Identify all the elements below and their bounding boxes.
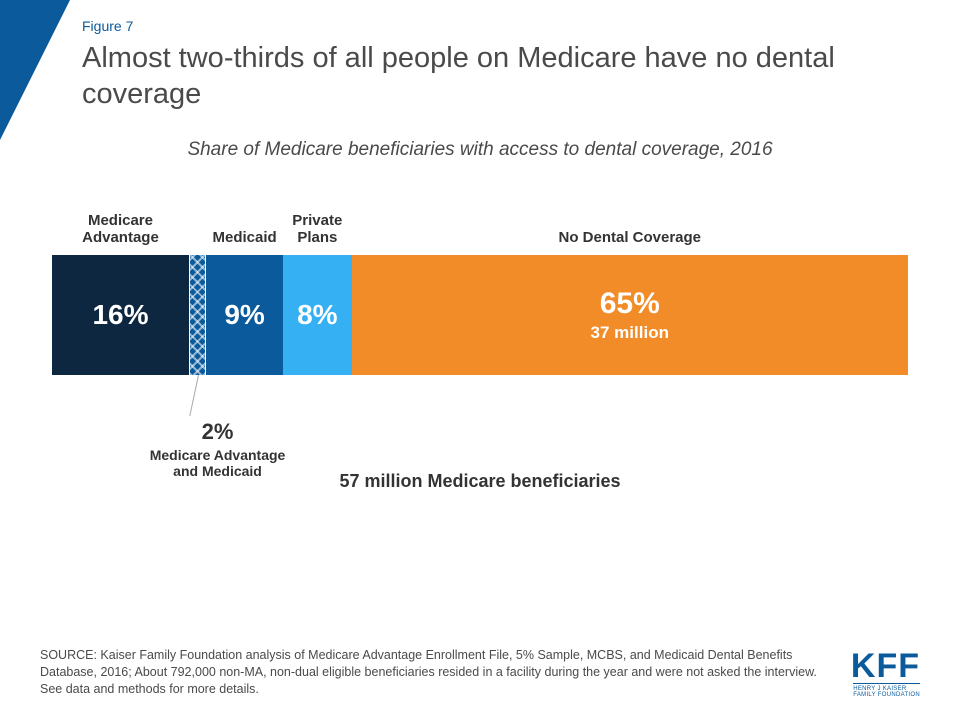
bar-segment-none: 65%37 million (352, 255, 908, 375)
chart-subtitle: Share of Medicare beneficiaries with acc… (0, 139, 960, 161)
figure-label: Figure 7 (82, 18, 920, 34)
callout-annotation: 2% Medicare Advantageand Medicaid (113, 419, 323, 481)
header: Figure 7 Almost two-thirds of all people… (0, 0, 960, 113)
stacked-bar: 16% 9% 8% 65%37 million (52, 255, 908, 375)
segment-percent: 9% (224, 299, 264, 331)
bar-segment-ma_med (189, 255, 206, 375)
stacked-bar-chart: MedicareAdvantage MedicaidPrivatePlansNo … (52, 209, 908, 492)
segment-percent: 8% (297, 299, 337, 331)
segment-top-label: MedicareAdvantage (52, 209, 189, 251)
kff-logo: KFF HENRY J KAISERFAMILY FOUNDATION (851, 649, 920, 698)
callout-label: Medicare Advantageand Medicaid (113, 447, 323, 481)
segment-top-label: PrivatePlans (283, 209, 351, 251)
footer-row: SOURCE: Kaiser Family Foundation analysi… (40, 647, 920, 698)
source-text: SOURCE: Kaiser Family Foundation analysi… (40, 647, 831, 698)
bar-segment-ma: 16% (52, 255, 189, 375)
segment-percent: 65% (600, 287, 660, 321)
segment-top-label (189, 209, 206, 251)
page-title: Almost two-thirds of all people on Medic… (82, 40, 920, 113)
segment-top-label: Medicaid (206, 209, 283, 251)
segment-top-label: No Dental Coverage (352, 209, 908, 251)
bar-segment-medicaid: 9% (206, 255, 283, 375)
kff-logo-text: KFF (851, 649, 920, 683)
corner-accent (0, 0, 70, 140)
segment-top-labels: MedicareAdvantage MedicaidPrivatePlansNo … (52, 209, 908, 251)
kff-logo-subtext: HENRY J KAISERFAMILY FOUNDATION (853, 683, 920, 698)
segment-percent: 16% (92, 299, 148, 331)
callout-percent: 2% (113, 419, 323, 445)
bar-segment-private: 8% (283, 255, 351, 375)
segment-subtext: 37 million (591, 323, 669, 343)
callout-leader-line (189, 374, 199, 415)
